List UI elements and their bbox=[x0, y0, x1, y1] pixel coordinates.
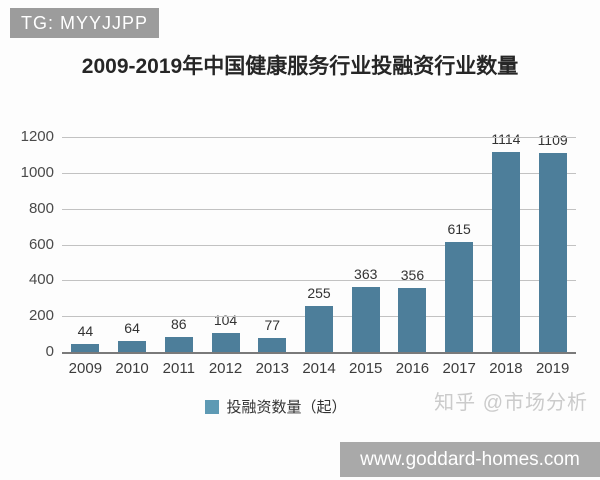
y-tick-label-800: 800 bbox=[28, 199, 54, 217]
bar-chart: 0 200 400 600 800 1000 1200 44 2009 64 2010 86 2011 1… bbox=[0, 128, 600, 392]
legend-label: 投融资数量（起） bbox=[226, 399, 347, 416]
y-tick-label-1200: 1200 bbox=[20, 128, 54, 145]
gridline-800 bbox=[62, 208, 576, 210]
legend: 投融资数量（起） bbox=[0, 396, 600, 417]
bar-2015 bbox=[351, 286, 380, 352]
bar-value-label-2011: 86 bbox=[171, 315, 187, 332]
x-tick-label-2013: 2013 bbox=[255, 360, 289, 377]
zhihu-watermark: 知乎 @市场分析 bbox=[434, 392, 588, 414]
bar-2011 bbox=[164, 336, 193, 352]
x-tick-label-2011: 2011 bbox=[162, 360, 195, 377]
bar-2013 bbox=[258, 338, 287, 352]
bar-2016 bbox=[398, 288, 427, 352]
legend-swatch-icon bbox=[205, 399, 220, 414]
gridline-1000 bbox=[62, 172, 576, 174]
y-tick-label-400: 400 bbox=[28, 271, 54, 289]
bar-value-label-2015: 363 bbox=[354, 265, 378, 282]
x-tick-label-2009: 2009 bbox=[68, 360, 103, 377]
x-tick-label-2017: 2017 bbox=[442, 360, 476, 377]
x-tick-label-2016: 2016 bbox=[395, 360, 430, 377]
footer-url-bar: www.goddard-homes.com bbox=[340, 442, 600, 477]
bar-2012 bbox=[211, 333, 240, 352]
x-tick-label-2010: 2010 bbox=[115, 360, 149, 377]
bar-2010 bbox=[118, 340, 147, 352]
gridline-1200 bbox=[62, 137, 576, 138]
bar-2017 bbox=[445, 241, 474, 352]
bar-value-label-2016: 356 bbox=[400, 267, 425, 284]
bar-value-label-2010: 64 bbox=[124, 319, 140, 336]
y-tick-label-600: 600 bbox=[28, 235, 54, 253]
chart-title: 2009-2019年中国健康服务行业投融资行业数量 bbox=[81, 55, 519, 78]
bar-2014 bbox=[305, 306, 333, 352]
y-tick-label-0: 0 bbox=[45, 343, 54, 360]
tg-watermark-badge: TG: MYYJJPP bbox=[10, 8, 160, 38]
bar-value-label-2014: 255 bbox=[307, 285, 331, 302]
bar-2019 bbox=[538, 153, 567, 352]
gridline-600 bbox=[62, 244, 576, 246]
x-tick-label-2014: 2014 bbox=[302, 360, 336, 377]
y-tick-label-200: 200 bbox=[28, 307, 54, 325]
gridline-400 bbox=[62, 280, 576, 282]
bar-value-label-2013: 77 bbox=[264, 317, 281, 334]
y-tick-label-1000: 1000 bbox=[20, 163, 54, 181]
bar-value-label-2017: 615 bbox=[447, 220, 471, 237]
x-tick-label-2019: 2019 bbox=[535, 360, 570, 377]
x-axis-line bbox=[62, 352, 576, 354]
bar-2009 bbox=[71, 344, 100, 352]
bar-value-label-2018: 1114 bbox=[491, 131, 521, 148]
x-tick-label-2012: 2012 bbox=[208, 360, 243, 377]
x-tick-label-2018: 2018 bbox=[489, 360, 523, 377]
bar-value-label-2009: 44 bbox=[77, 323, 94, 340]
bar-value-label-2019: 1109 bbox=[537, 132, 568, 149]
x-tick-label-2015: 2015 bbox=[349, 360, 383, 377]
bar-2018 bbox=[491, 152, 520, 352]
